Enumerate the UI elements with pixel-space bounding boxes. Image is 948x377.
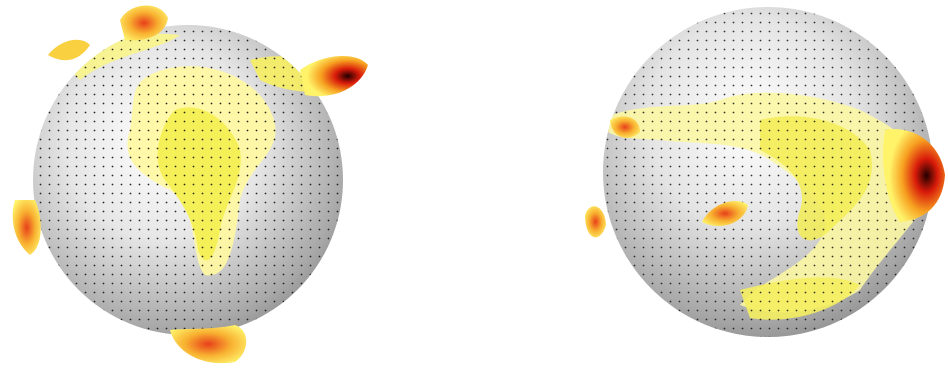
peak bbox=[300, 55, 368, 97]
point-grid bbox=[33, 25, 343, 335]
peak bbox=[585, 206, 606, 238]
peak bbox=[883, 129, 945, 222]
peak bbox=[702, 201, 748, 226]
peak bbox=[120, 5, 168, 41]
peak bbox=[610, 116, 640, 138]
right-sphere bbox=[585, 7, 945, 337]
point-grid bbox=[603, 7, 933, 337]
peak bbox=[48, 39, 90, 61]
peak bbox=[170, 325, 247, 364]
left-sphere bbox=[12, 5, 368, 364]
peak bbox=[12, 200, 41, 255]
